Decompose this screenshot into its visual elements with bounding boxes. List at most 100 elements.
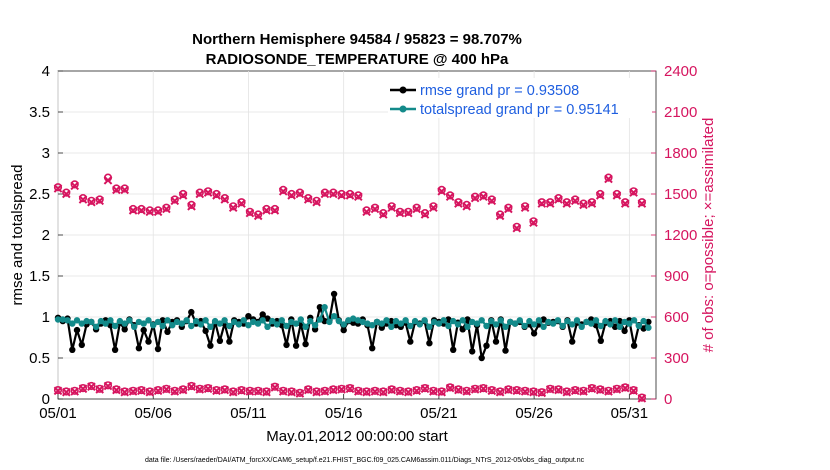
y-left-tick-label: 0 xyxy=(42,391,50,408)
obs_possible_low-marker xyxy=(554,385,563,394)
obs_possible-marker xyxy=(220,194,229,203)
totalspread-point xyxy=(640,317,647,325)
obs_assimilated-marker xyxy=(278,186,288,196)
obs_assimilated-marker xyxy=(378,210,388,219)
obs_assimilated_low-marker xyxy=(353,387,363,396)
obs_possible_low-marker xyxy=(520,386,530,395)
obs_possible-marker xyxy=(112,184,121,193)
totalspread-point xyxy=(645,324,652,331)
obs_possible_low-marker xyxy=(154,386,163,395)
obs_possible_low-marker xyxy=(612,384,622,393)
totalspread-point xyxy=(521,322,528,330)
totalspread-point xyxy=(588,320,595,327)
obs_assimilated_low-marker xyxy=(320,387,330,396)
obs_possible-marker xyxy=(554,194,563,203)
rmse-point xyxy=(616,317,623,325)
obs_assimilated-marker xyxy=(504,204,513,214)
obs_possible-marker xyxy=(404,207,413,216)
obs_assimilated-marker xyxy=(537,199,547,208)
obs_possible_low-marker xyxy=(471,384,480,393)
y-right-tick-label: 1500 xyxy=(664,186,697,203)
obs_possible-marker xyxy=(504,203,513,212)
obs_assimilated-marker xyxy=(270,206,280,215)
obs_possible_low-marker xyxy=(170,386,179,395)
totalspread-point xyxy=(169,322,176,329)
obs_possible_low-marker xyxy=(462,386,471,395)
totalspread-point xyxy=(435,320,443,327)
rmse-point xyxy=(188,308,195,316)
obs_possible-marker xyxy=(637,198,647,207)
rmse-point xyxy=(407,338,414,345)
obs_possible-marker xyxy=(579,199,588,208)
obs_possible_low-marker xyxy=(504,385,513,394)
obs_assimilated_low-marker xyxy=(87,382,96,392)
y-left-tick-label: 1 xyxy=(42,309,50,326)
obs_assimilated-marker xyxy=(595,191,605,200)
obs_assimilated_low-marker xyxy=(462,387,472,396)
obs_possible-marker xyxy=(362,206,371,215)
rmse-point xyxy=(640,325,647,332)
obs_assimilated-marker xyxy=(253,211,263,221)
totalspread-point xyxy=(569,321,576,328)
obs_assimilated-marker xyxy=(587,199,597,208)
obs_assimilated_low-marker xyxy=(295,389,305,398)
obs_assimilated_low-marker xyxy=(128,387,138,396)
obs_assimilated_low-marker xyxy=(529,387,538,397)
totalspread-point xyxy=(635,322,643,330)
rmse-point xyxy=(135,345,143,352)
totalspread-point xyxy=(397,320,404,327)
rmse-point xyxy=(340,326,347,334)
rmse-point xyxy=(540,316,547,323)
obs_assimilated-marker xyxy=(470,193,480,203)
y-left-tick-label: 2.5 xyxy=(29,186,50,203)
rmse-point xyxy=(111,346,119,353)
obs_possible_low-marker xyxy=(320,386,330,395)
totalspread-point xyxy=(378,320,385,327)
obs_possible_low-marker xyxy=(112,385,121,394)
totalspread-point xyxy=(497,317,504,324)
obs_assimilated-marker xyxy=(245,208,255,218)
obs_assimilated-marker xyxy=(520,203,530,213)
rmse-point xyxy=(621,327,628,335)
obs_possible-marker xyxy=(304,194,313,203)
obs_possible_low-marker xyxy=(329,385,338,394)
totalspread-point xyxy=(407,322,414,330)
y-right-tick-label: 2400 xyxy=(664,63,697,80)
totalspread-point xyxy=(235,321,243,328)
totalspread-point xyxy=(73,317,81,324)
y-left-tick-label: 4 xyxy=(42,63,50,80)
obs_assimilated-marker xyxy=(78,195,88,204)
obs_assimilated-marker xyxy=(479,192,488,202)
y-right-tick-label: 300 xyxy=(664,350,689,367)
totalspread-point xyxy=(350,315,357,322)
obs_assimilated-marker xyxy=(545,199,555,208)
x-tick-label: 05/21 xyxy=(420,405,458,422)
obs_possible-marker xyxy=(254,210,263,219)
obs_possible-marker xyxy=(87,196,96,205)
obs_assimilated-marker xyxy=(312,197,321,207)
obs_assimilated-marker xyxy=(604,174,613,184)
obs_possible-marker xyxy=(70,180,79,189)
totalspread-point xyxy=(269,317,276,325)
rmse-point xyxy=(264,315,271,322)
totalspread-point xyxy=(102,320,109,327)
obs_possible-marker xyxy=(295,188,305,197)
obs_assimilated_low-marker xyxy=(237,386,246,396)
legend: rmse grand pr = 0.93508 totalspread gran… xyxy=(388,78,652,118)
totalspread-point xyxy=(321,304,328,311)
totalspread-point xyxy=(402,317,409,324)
totalspread-point xyxy=(59,316,66,323)
totalspread-point xyxy=(373,318,381,326)
totalspread-point xyxy=(459,317,466,324)
totalspread-point xyxy=(297,316,304,323)
obs_assimilated-marker xyxy=(445,192,455,202)
obs_possible_low-marker xyxy=(354,386,363,395)
obs_assimilated-marker xyxy=(337,191,346,200)
obs_assimilated_low-marker xyxy=(512,386,522,396)
totalspread-point xyxy=(388,323,395,330)
obs_assimilated-marker xyxy=(353,192,363,202)
obs_possible_low-marker xyxy=(295,388,305,398)
rmse-point xyxy=(630,342,638,349)
obs_possible-marker xyxy=(537,198,546,207)
obs_possible-marker xyxy=(596,189,605,199)
